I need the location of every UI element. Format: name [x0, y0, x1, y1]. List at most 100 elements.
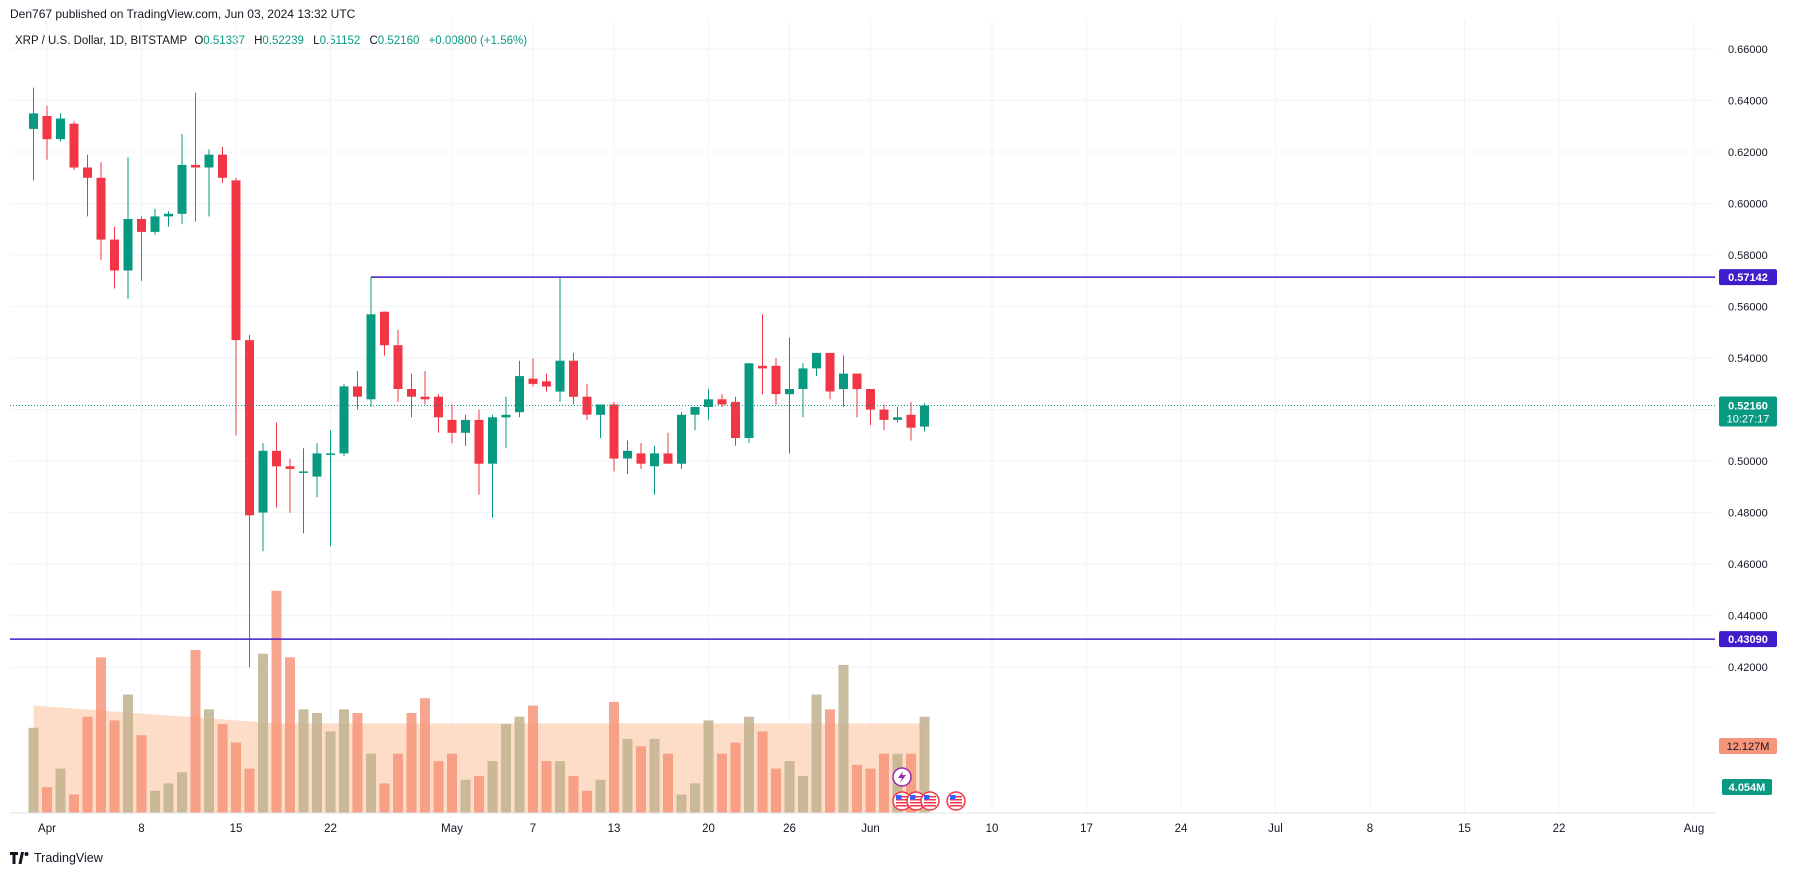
event-markers[interactable] — [892, 767, 966, 811]
volume-bar — [649, 738, 660, 813]
symbol-name[interactable]: XRP / U.S. Dollar, 1D, BITSTAMP — [15, 35, 188, 47]
volume-bar — [271, 590, 282, 813]
volume-bar — [244, 768, 255, 813]
candle-body — [717, 399, 727, 405]
flag-stripe — [924, 799, 936, 801]
candle-body — [704, 399, 713, 407]
time-axis[interactable]: Apr 8 15 22 May 7 13 20 26 Jun 10 17 24 Jul 8 15 22 Aug — [10, 812, 1715, 835]
volume-bar — [730, 742, 741, 813]
candle-body — [866, 389, 875, 410]
last-price-tag — [1719, 396, 1777, 427]
candle-body — [623, 450, 632, 459]
volume-bar — [622, 738, 633, 813]
volume-bar — [784, 761, 795, 813]
brand-name: TradingView — [34, 851, 103, 865]
candle-body — [569, 360, 578, 397]
close-value: 0.52160 — [377, 35, 420, 47]
grid-lines — [10, 20, 1715, 812]
y-tick-label: 0.58000 — [1728, 250, 1768, 262]
flag-stripe — [924, 796, 936, 798]
x-tick-label: May — [441, 823, 463, 835]
candle-body — [758, 365, 767, 369]
volume-bar — [474, 776, 484, 813]
y-tick-label: 0.48000 — [1728, 508, 1768, 520]
candle-body — [272, 450, 281, 467]
volume-bar — [352, 713, 363, 813]
flag-stripe — [910, 796, 922, 798]
high-label: H — [254, 35, 263, 47]
line-price-tag — [1719, 269, 1777, 286]
flag-stripe — [896, 805, 908, 807]
volume-bar — [568, 776, 579, 813]
flag-stripe — [896, 802, 908, 804]
flag-stripe — [896, 799, 908, 801]
horizontal-lines[interactable] — [10, 276, 1715, 640]
volume-bar — [190, 650, 201, 813]
us-flag-event-icon[interactable] — [946, 791, 966, 811]
candle-body — [609, 404, 619, 459]
volume-bar — [420, 698, 430, 813]
volume-bar — [528, 705, 538, 813]
x-tick-label: 8 — [138, 823, 144, 835]
flag-stripe — [950, 796, 962, 798]
candle-body — [447, 419, 457, 433]
price-axis[interactable]: 0.66000 0.64000 0.62000 0.60000 0.58000 0.560… — [1719, 44, 1777, 795]
volume-bar — [150, 790, 160, 813]
x-tick-label: Aug — [1684, 823, 1704, 835]
y-tick-label: 0.64000 — [1728, 96, 1768, 108]
candle-body — [812, 352, 821, 369]
volume-bar — [136, 735, 147, 813]
x-tick-label: 15 — [230, 823, 243, 835]
volume-bar — [123, 694, 133, 813]
volume-bar — [460, 779, 471, 813]
us-flag-event-icon[interactable] — [920, 791, 940, 811]
candle-body — [906, 414, 916, 428]
candle-body — [785, 389, 794, 395]
open-label: O — [194, 35, 204, 47]
candle-body — [83, 167, 92, 178]
flag-canton — [950, 795, 956, 800]
volume-bar — [406, 713, 417, 813]
x-tick-label: Jul — [1268, 823, 1283, 835]
symbol-legend: XRP / U.S. Dollar, 1D, BITSTAMP O0.51337… — [15, 35, 533, 47]
candle-body — [677, 414, 686, 464]
volume-bar — [258, 653, 268, 813]
flag-stripe — [910, 799, 922, 801]
candle-body — [650, 453, 659, 467]
x-tick-label: 22 — [324, 823, 337, 835]
candle-body — [798, 368, 808, 389]
candles — [29, 87, 929, 668]
x-tick-label: 15 — [1458, 823, 1471, 835]
candle-body — [515, 376, 524, 413]
candle-body — [231, 180, 241, 341]
flag-stripe — [910, 802, 922, 804]
volume-bar — [82, 716, 93, 813]
volume-bar — [865, 768, 876, 813]
x-tick-label: Apr — [38, 823, 56, 835]
candle-body — [663, 453, 673, 464]
volume-bar — [55, 768, 66, 813]
volume-bar — [177, 772, 187, 813]
candle-body — [110, 239, 119, 271]
high-value: 0.52239 — [262, 35, 304, 47]
lightning-event-icon[interactable] — [892, 767, 912, 787]
y-tick-label: 0.62000 — [1728, 147, 1768, 159]
candle-body — [407, 389, 416, 397]
flag-canton — [910, 795, 916, 800]
candle-body — [258, 450, 268, 513]
candle-body — [123, 219, 133, 271]
y-tick-label: 0.46000 — [1728, 559, 1768, 571]
candle-body — [339, 386, 349, 454]
lightning-bolt-icon — [898, 771, 906, 783]
x-tick-label: 20 — [702, 823, 715, 835]
candle-body — [69, 123, 79, 168]
flag-circle — [920, 791, 940, 811]
open-value: 0.51337 — [203, 35, 245, 47]
x-tick-label: 10 — [986, 823, 999, 835]
volume-bar — [744, 716, 754, 813]
close-label: C — [369, 35, 378, 47]
tradingview-brand[interactable]: TradingView — [10, 851, 103, 865]
volume-bar — [541, 761, 552, 813]
candle-body — [245, 340, 254, 516]
